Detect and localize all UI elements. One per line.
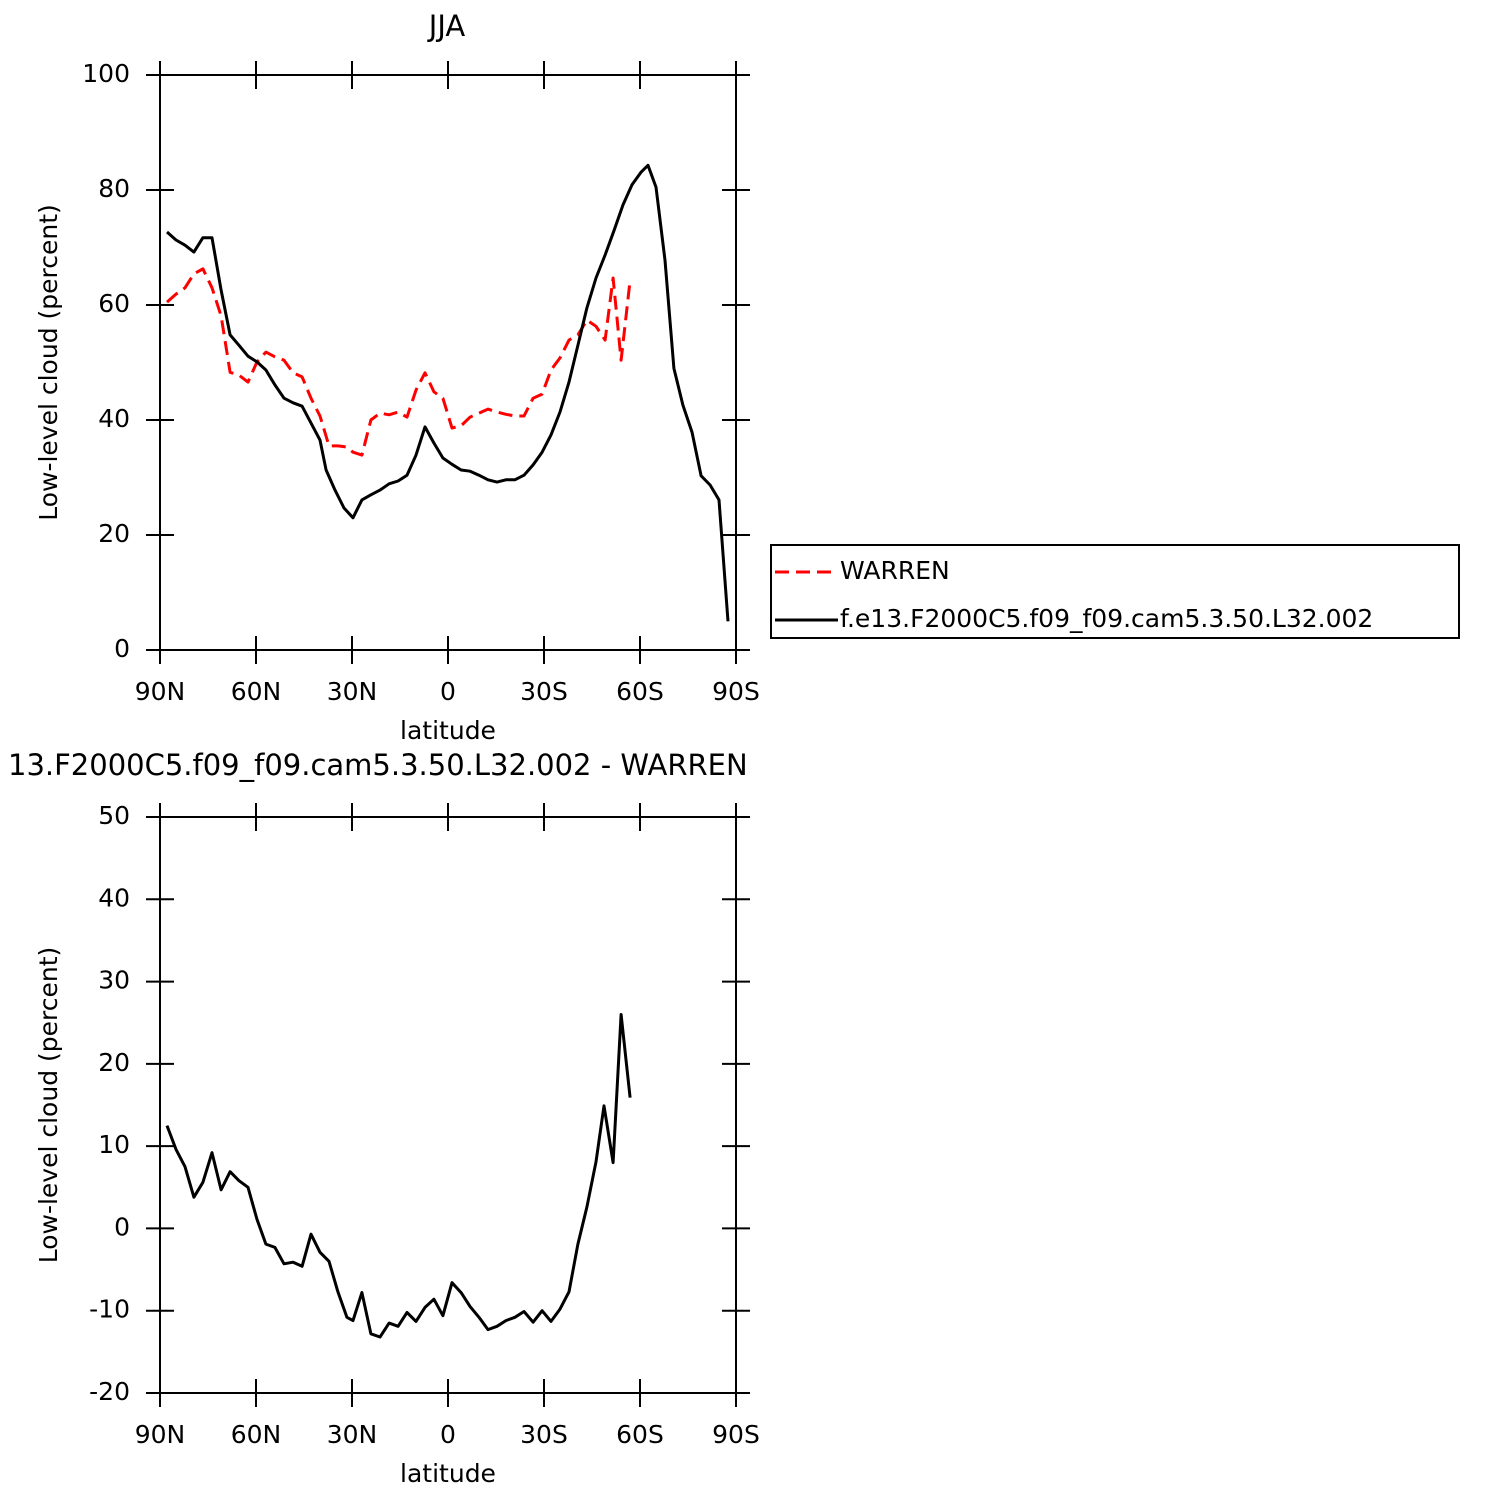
y-tick-label: 20 (98, 519, 130, 548)
y-tick-label: 20 (98, 1048, 130, 1077)
x-tick-label: 90S (712, 677, 760, 706)
y-tick-label: 60 (98, 289, 130, 318)
plot-frame (159, 816, 737, 1394)
y-tick-label: 30 (98, 966, 130, 995)
y-tick-label: 0 (114, 634, 130, 663)
plot-frame (159, 74, 737, 651)
legend: WARREN f.e13.F2000C5.f09_f09.cam5.3.50.L3… (770, 544, 1460, 639)
x-tick-label: 60S (616, 1420, 664, 1449)
x-axis-label: latitude (400, 1459, 496, 1488)
x-tick-label: 30S (520, 677, 568, 706)
x-tick-label: 0 (440, 677, 456, 706)
x-tick-label: 90N (135, 1420, 186, 1449)
y-tick-label: -10 (89, 1295, 130, 1324)
x-tick-label: 30N (327, 1420, 378, 1449)
series-line (166, 163, 730, 622)
legend-box (770, 544, 1460, 639)
x-axis-label: latitude (400, 716, 496, 745)
y-tick-label: 0 (114, 1212, 130, 1241)
x-tick-label: 30S (520, 1420, 568, 1449)
y-tick-label: 10 (98, 1130, 130, 1159)
y-tick-label: 100 (82, 59, 130, 88)
chart-title: JJA (427, 9, 466, 43)
x-tick-label: 60N (231, 677, 282, 706)
legend-label: WARREN (840, 556, 950, 585)
y-axis-label: Low-level cloud (percent) (34, 204, 63, 521)
y-tick-label: -20 (89, 1377, 130, 1406)
data-line (165, 1013, 632, 1339)
x-tick-label: 60S (616, 677, 664, 706)
y-tick-label: 50 (98, 801, 130, 830)
legend-label: f.e13.F2000C5.f09_f09.cam5.3.50.L32.002 (840, 604, 1373, 633)
y-tick-label: 40 (98, 883, 130, 912)
x-tick-label: 30N (327, 677, 378, 706)
x-tick-label: 0 (440, 1420, 456, 1449)
y-axis-label: Low-level cloud (percent) (34, 947, 63, 1264)
series-line (166, 267, 632, 457)
chart-title: 13.F2000C5.f09_f09.cam5.3.50.L32.002 - W… (8, 748, 748, 782)
x-tick-label: 90N (135, 677, 186, 706)
x-tick-label: 60N (231, 1420, 282, 1449)
y-tick-label: 40 (98, 404, 130, 433)
x-tick-label: 90S (712, 1420, 760, 1449)
y-tick-label: 80 (98, 174, 130, 203)
